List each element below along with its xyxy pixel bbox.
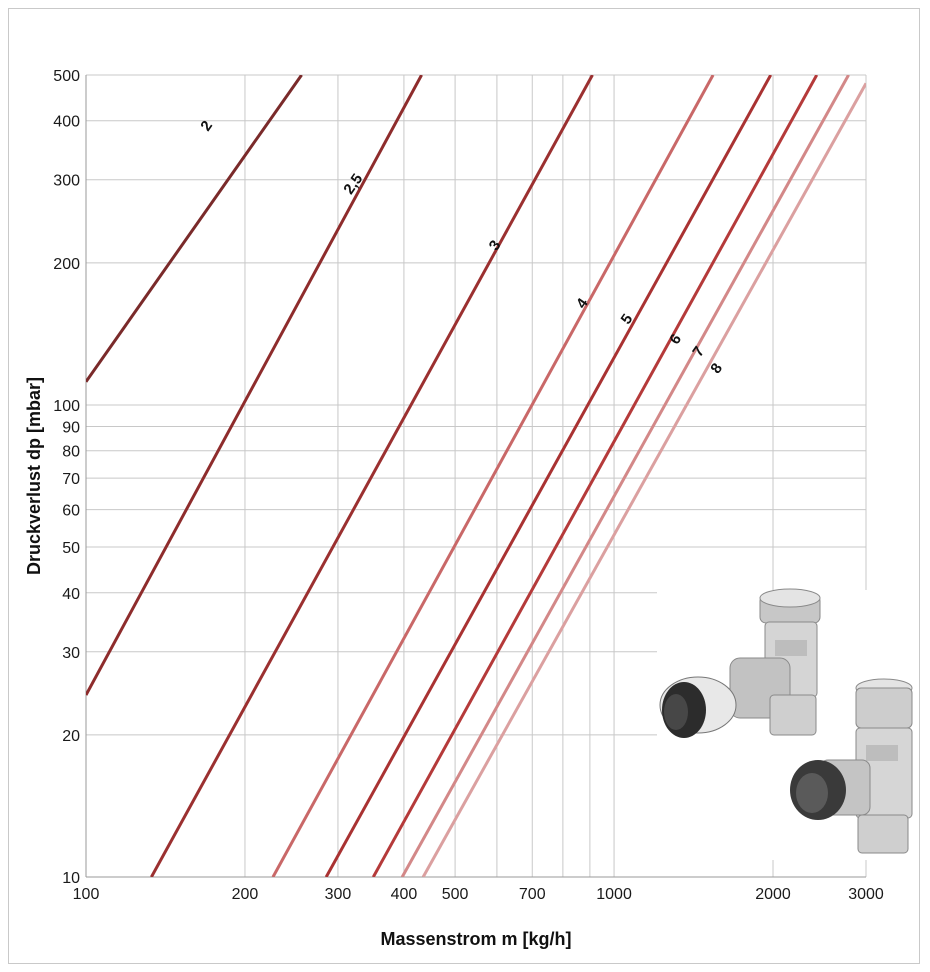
curves <box>86 75 866 877</box>
series-line-2 <box>86 75 303 383</box>
series-line-3 <box>150 75 594 877</box>
x-tick-label: 300 <box>325 886 352 903</box>
y-tick-label: 100 <box>53 398 80 415</box>
x-tick-label: 700 <box>519 886 546 903</box>
y-tick-label: 70 <box>62 471 80 488</box>
curve-label: 2 <box>197 118 216 135</box>
tick-labels: 100 200 300 400 500 700 1000 2000 3000 10 20 30 40 50… <box>53 68 884 903</box>
y-tick-label: 60 <box>62 503 80 520</box>
grid <box>85 74 867 878</box>
curve-label: 8 <box>707 360 726 377</box>
curve-label: 2,5 <box>340 171 366 198</box>
x-tick-label: 500 <box>442 886 469 903</box>
y-tick-label: 300 <box>53 173 80 190</box>
series-line-6 <box>371 75 819 877</box>
x-tick-label: 1000 <box>596 886 632 903</box>
y-tick-label: 90 <box>62 420 80 437</box>
curve-label: 4 <box>573 295 592 312</box>
y-axis-label: Druckverlust dp [mbar] <box>24 377 44 575</box>
y-tick-label: 200 <box>53 256 80 273</box>
x-tick-label: 2000 <box>755 886 791 903</box>
y-tick-label: 30 <box>62 645 80 662</box>
y-tick-label: 40 <box>62 586 80 603</box>
y-tick-label: 500 <box>53 68 80 85</box>
y-tick-label: 20 <box>62 728 80 745</box>
series-line-2-5 <box>86 75 423 696</box>
curve-label: 6 <box>666 331 685 348</box>
series-line-5 <box>324 75 773 877</box>
x-tick-label: 100 <box>73 886 100 903</box>
x-axis-label: Massenstrom m [kg/h] <box>380 929 571 949</box>
valve-product-photo-icon <box>657 588 913 860</box>
x-tick-label: 200 <box>232 886 259 903</box>
x-tick-label: 400 <box>391 886 418 903</box>
y-tick-label: 10 <box>62 870 80 887</box>
series-line-4 <box>271 75 715 877</box>
y-tick-label: 400 <box>53 114 80 131</box>
valve-right-icon <box>790 678 913 854</box>
x-tick-label: 3000 <box>848 886 884 903</box>
y-tick-label: 80 <box>62 444 80 461</box>
valve-left-icon <box>659 588 821 738</box>
y-tick-label: 50 <box>62 540 80 557</box>
series-line-7 <box>400 75 850 877</box>
series-line-8 <box>421 82 866 877</box>
